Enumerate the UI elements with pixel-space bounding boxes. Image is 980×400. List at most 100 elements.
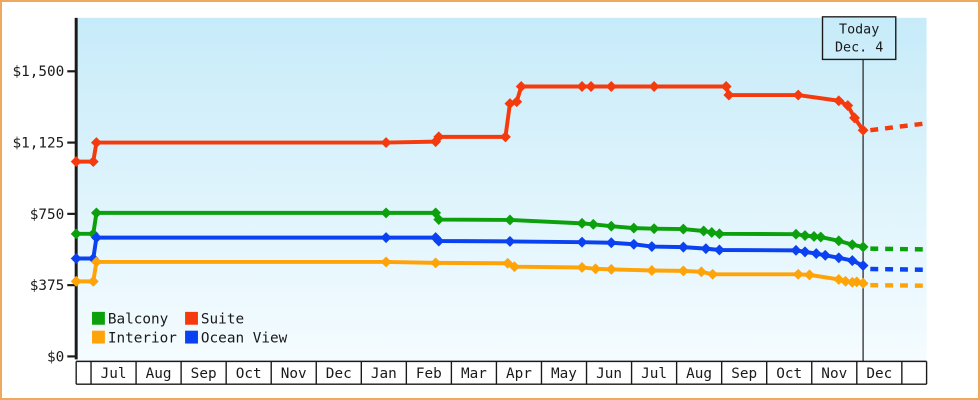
data-point-diamond	[380, 207, 392, 219]
month-label: Nov	[821, 366, 847, 382]
data-point-diamond	[700, 243, 712, 255]
month-label: Jan	[371, 366, 397, 382]
data-point-diamond	[70, 253, 82, 264]
data-point-diamond	[648, 223, 660, 235]
data-point-diamond	[720, 81, 732, 92]
month-label: Jul	[101, 366, 127, 382]
series-projection-line	[870, 282, 925, 288]
data-point-diamond	[585, 81, 597, 92]
x-axis: Jul Aug Sep Oct Nov Dec Jan Feb Mar Apr May Jun Jul A…	[75, 360, 928, 385]
month-label: Mar	[461, 366, 487, 382]
series-suite	[70, 81, 925, 168]
legend-label: Suite	[201, 312, 244, 328]
series-balcony	[70, 207, 925, 253]
data-point-diamond	[380, 256, 392, 268]
month-label: Oct	[236, 366, 262, 382]
data-point-diamond	[819, 249, 831, 261]
legend-label: Ocean View	[201, 331, 288, 347]
data-point-diamond	[605, 237, 617, 249]
data-point-diamond	[707, 268, 719, 280]
legend-item-interior: Interior	[92, 331, 177, 347]
month-label: Sep	[191, 366, 217, 382]
data-point-diamond	[677, 241, 689, 253]
month-label: Aug	[686, 366, 712, 382]
legend-swatch	[185, 330, 198, 344]
data-point-diamond	[70, 156, 82, 168]
data-point-diamond	[799, 246, 811, 258]
legend-item-ocean-view: Ocean View	[185, 331, 288, 347]
data-point-diamond	[587, 218, 599, 230]
data-point-diamond	[810, 248, 822, 260]
data-point-diamond	[430, 257, 442, 269]
month-label: Dec	[866, 366, 892, 382]
legend-swatch	[92, 311, 105, 325]
data-point-diamond	[70, 228, 82, 240]
data-point-diamond	[677, 265, 689, 277]
data-point-diamond	[605, 220, 617, 232]
y-tick-label: $1,125	[12, 136, 64, 152]
y-axis: $0 $375 $750 $1,125 $1,500	[12, 17, 78, 365]
legend: Balcony Suite Interior Ocean View	[92, 312, 288, 347]
today-label-line2: Dec. 4	[835, 40, 883, 55]
data-point-diamond	[90, 232, 102, 244]
data-point-diamond	[380, 137, 392, 149]
data-point-diamond	[90, 256, 102, 268]
month-label: Aug	[146, 366, 172, 382]
data-point-diamond	[509, 261, 520, 273]
legend-label: Balcony	[108, 312, 169, 328]
today-marker: Today Dec. 4	[821, 16, 897, 61]
data-point-diamond	[792, 268, 804, 280]
series-projection-line	[870, 246, 925, 252]
y-tick-label: $750	[30, 207, 65, 223]
data-point-diamond	[857, 260, 869, 272]
month-label: Feb	[416, 366, 442, 382]
data-point-diamond	[857, 124, 869, 136]
data-point-diamond	[804, 269, 815, 281]
data-point-diamond	[504, 214, 516, 226]
legend-swatch	[92, 330, 105, 344]
data-point-diamond	[815, 231, 827, 243]
data-point-diamond	[840, 275, 851, 287]
month-label: May	[551, 366, 577, 382]
month-label: Jul	[641, 366, 667, 382]
data-point-diamond	[799, 230, 811, 241]
data-point-diamond	[433, 235, 445, 247]
month-label: Apr	[506, 366, 532, 382]
month-label: Dec	[326, 366, 352, 382]
month-label: Jun	[596, 366, 622, 382]
month-label: Oct	[776, 366, 802, 382]
series-projection-line	[870, 121, 925, 133]
data-point-diamond	[380, 232, 392, 244]
data-point-diamond	[433, 131, 445, 143]
data-point-diamond	[590, 263, 601, 275]
data-point-diamond	[677, 223, 689, 235]
y-tick-label: $0	[47, 349, 64, 365]
data-point-diamond	[857, 277, 869, 289]
data-point-diamond	[90, 137, 102, 149]
data-point-diamond	[706, 227, 718, 238]
today-box	[821, 16, 897, 61]
series-projection-line	[870, 266, 925, 272]
data-point-diamond	[90, 207, 102, 219]
y-tick-label: $375	[30, 278, 65, 294]
month-label: Nov	[281, 366, 307, 382]
data-point-diamond	[70, 275, 82, 287]
today-label-line1: Today	[839, 23, 879, 38]
data-point-diamond	[504, 98, 516, 110]
data-point-diamond	[433, 214, 445, 226]
data-point-diamond	[605, 81, 617, 92]
data-point-diamond	[87, 156, 99, 168]
data-point-diamond	[504, 235, 516, 247]
legend-item-balcony: Balcony	[92, 312, 169, 328]
plot-area	[76, 17, 927, 362]
y-tick-label: $1,500	[12, 64, 64, 80]
data-point-diamond	[515, 81, 527, 92]
legend-label: Interior	[108, 331, 177, 347]
data-point-diamond	[808, 231, 820, 242]
legend-swatch	[185, 311, 198, 325]
month-label: Sep	[731, 366, 757, 382]
data-point-diamond	[499, 131, 511, 143]
